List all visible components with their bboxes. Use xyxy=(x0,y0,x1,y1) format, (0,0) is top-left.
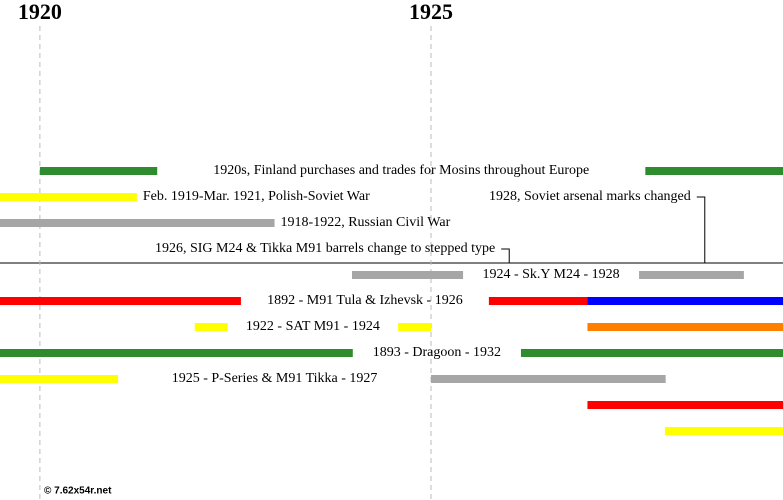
timeline-bar xyxy=(587,323,783,331)
timeline-bar xyxy=(431,375,666,383)
row-label: 1924 - Sk.Y M24 - 1928 xyxy=(482,267,619,282)
timeline-bar xyxy=(0,375,119,383)
row-label: 1893 - Dragoon - 1932 xyxy=(373,345,501,360)
timeline-bar xyxy=(645,167,783,175)
x-tick-label: 1925 xyxy=(409,0,453,24)
annotation-label: 1928, Soviet arsenal marks changed xyxy=(489,189,691,204)
timeline-bar xyxy=(39,167,158,175)
timeline-bar xyxy=(639,271,744,279)
annotation-marker xyxy=(696,196,706,263)
timeline-bar xyxy=(0,349,353,357)
credit: © 7.62x54r.net xyxy=(44,486,112,497)
row-label: 1922 - SAT M91 - 1924 xyxy=(246,319,380,334)
row-label: 1918-1922, Russian Civil War xyxy=(281,215,451,230)
timeline-bar xyxy=(587,297,783,305)
timeline-bar xyxy=(351,271,464,279)
timeline-bar xyxy=(194,323,228,331)
row-label: 1925 - P-Series & M91 Tikka - 1927 xyxy=(172,371,378,386)
row-label: 1892 - M91 Tula & Izhevsk - 1926 xyxy=(267,293,463,308)
timeline-bar xyxy=(488,297,588,305)
timeline-bar xyxy=(398,323,432,331)
timeline-bar xyxy=(0,193,137,201)
annotation-label: 1926, SIG M24 & Tikka M91 barrels change… xyxy=(155,241,495,256)
x-tick-label: 1920 xyxy=(18,0,62,24)
timeline-bar xyxy=(0,297,241,305)
row-label: 1920s, Finland purchases and trades for … xyxy=(213,163,589,178)
timeline-bar xyxy=(587,401,783,409)
timeline-bar xyxy=(0,219,275,227)
row-label: Feb. 1919-Mar. 1921, Polish-Soviet War xyxy=(143,189,370,204)
timeline-bar xyxy=(664,427,783,435)
timeline-bar xyxy=(520,349,783,357)
annotation-marker xyxy=(501,248,510,263)
